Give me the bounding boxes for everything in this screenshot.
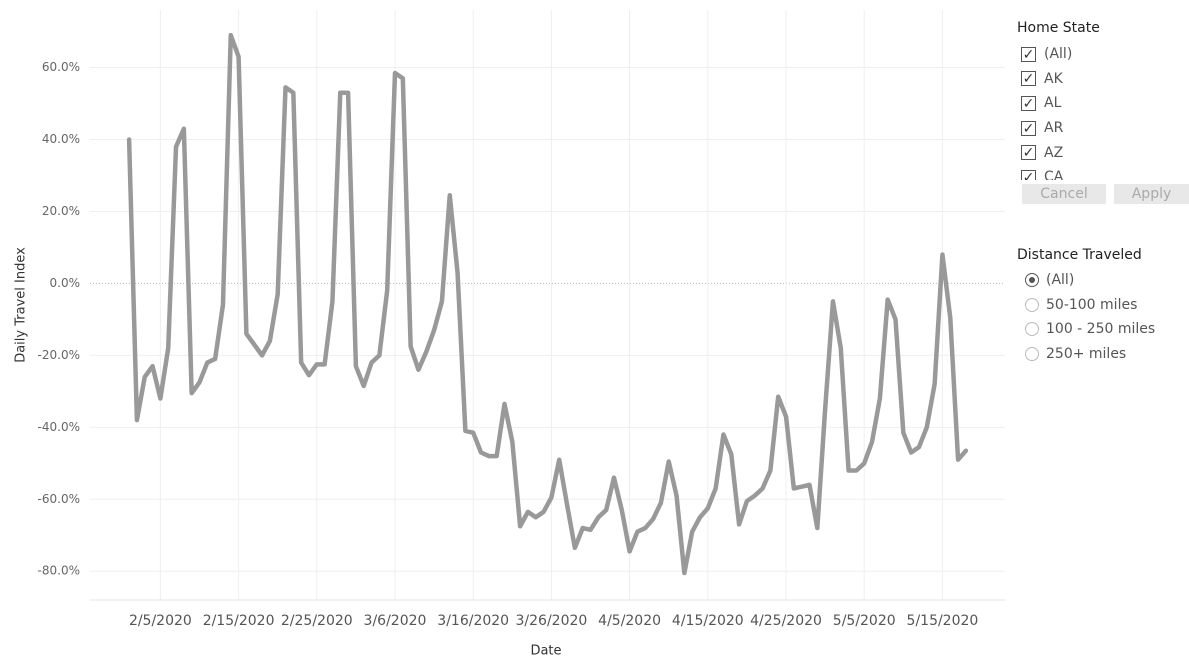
y-tick-label: 40.0% <box>42 132 80 146</box>
chart: Date Daily Travel Index -80.0% -60.0% -40.… <box>14 10 1005 659</box>
x-tick-label: 2/25/2020 <box>281 613 353 629</box>
y-tick-label: 0.0% <box>50 276 81 290</box>
x-tick-label: 5/15/2020 <box>907 613 979 629</box>
y-tick-label: -60.0% <box>38 492 80 506</box>
x-tick-label: 3/26/2020 <box>516 613 588 629</box>
apply-button[interactable]: Apply <box>1114 184 1189 204</box>
y-tick-label: 60.0% <box>42 60 80 74</box>
x-tick-label: 5/5/2020 <box>833 613 896 629</box>
option-label: AZ <box>1044 144 1064 161</box>
filter-title: Distance Traveled <box>1017 247 1142 263</box>
checkbox[interactable]: ✓ <box>1021 46 1036 63</box>
checkbox-option[interactable]: ✓ AZ <box>1021 140 1181 165</box>
checkbox-option[interactable]: ✓ CA <box>1021 165 1181 180</box>
y-axis-title: Daily Travel Index <box>14 247 29 363</box>
x-axis-title: Date <box>530 644 561 659</box>
radio-option[interactable]: 50-100 miles <box>1025 293 1155 318</box>
option-label: AL <box>1044 95 1062 112</box>
x-tick-label: 4/15/2020 <box>672 613 744 629</box>
radio-button[interactable] <box>1025 346 1039 361</box>
y-tick-label: -80.0% <box>38 564 80 578</box>
y-tick-label: -40.0% <box>38 420 80 434</box>
checkbox[interactable]: ✓ <box>1021 169 1036 180</box>
radio-button[interactable] <box>1025 297 1039 312</box>
option-label: (All) <box>1044 46 1073 63</box>
data-line <box>126 32 969 576</box>
option-label: AK <box>1044 70 1063 87</box>
option-label: 250+ miles <box>1046 345 1127 362</box>
x-tick-label: 4/5/2020 <box>598 613 661 629</box>
radio-list: (All) 50-100 miles 100 - 250 miles 250+ mil… <box>1025 268 1155 366</box>
checkbox[interactable]: ✓ <box>1021 145 1036 162</box>
filter-panel: Home State ✓ (All) ✓ AK ✓ AL ✓ AR ✓ AZ ✓ CA Cancel … <box>1010 0 1189 660</box>
x-tick-label: 4/25/2020 <box>750 613 822 629</box>
checkbox-option[interactable]: ✓ AK <box>1021 67 1181 92</box>
radio-option[interactable]: 250+ miles <box>1025 342 1155 367</box>
checkbox[interactable]: ✓ <box>1021 71 1036 88</box>
x-tick-label: 2/15/2020 <box>203 613 275 629</box>
cancel-button[interactable]: Cancel <box>1022 184 1106 204</box>
option-label: 50-100 miles <box>1046 296 1138 313</box>
radio-option[interactable]: (All) <box>1025 268 1155 293</box>
checkbox[interactable]: ✓ <box>1021 120 1036 137</box>
checkbox-list: ✓ (All) ✓ AK ✓ AL ✓ AR ✓ AZ ✓ CA <box>1021 42 1181 180</box>
option-label: (All) <box>1046 272 1075 289</box>
checkbox-option[interactable]: ✓ (All) <box>1021 42 1181 67</box>
checkbox[interactable]: ✓ <box>1021 95 1036 112</box>
x-tick-label: 3/16/2020 <box>437 613 509 629</box>
option-label: 100 - 250 miles <box>1046 321 1156 338</box>
x-tick-label: 2/5/2020 <box>129 613 192 629</box>
filter-title: Home State <box>1017 20 1100 36</box>
radio-option[interactable]: 100 - 250 miles <box>1025 317 1155 342</box>
radio-button[interactable] <box>1025 322 1039 337</box>
checkbox-option[interactable]: ✓ AL <box>1021 91 1181 116</box>
y-tick-label: 20.0% <box>42 204 80 218</box>
option-label: AR <box>1044 120 1064 137</box>
y-tick-label: -20.0% <box>38 348 80 362</box>
option-label: CA <box>1044 169 1064 180</box>
radio-button[interactable] <box>1025 273 1039 288</box>
x-tick-label: 3/6/2020 <box>364 613 427 629</box>
checkbox-option[interactable]: ✓ AR <box>1021 116 1181 141</box>
